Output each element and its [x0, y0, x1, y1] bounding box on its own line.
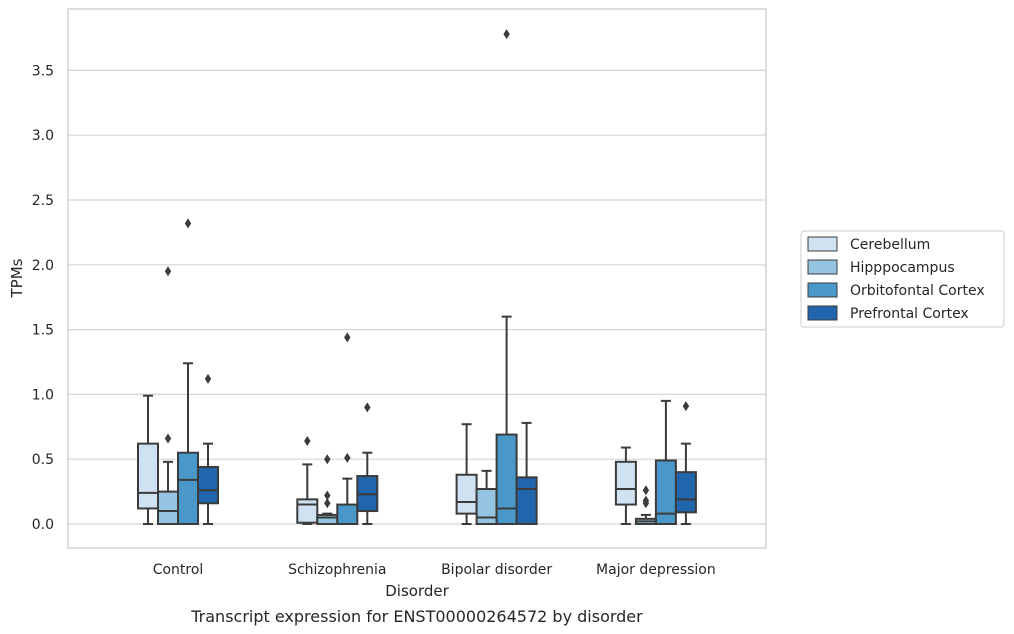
- legend: Cerebellum Hipppocampus Orbitofontal Corte…: [800, 230, 1005, 328]
- outlier-point: [682, 401, 690, 412]
- box-orbitofontal-cortex: [495, 29, 518, 525]
- box-body: [177, 451, 199, 525]
- box-body: [336, 503, 359, 525]
- box-orbitofontal-cortex: [177, 218, 199, 525]
- gridlines: [68, 69, 766, 525]
- box-body: [495, 433, 518, 525]
- y-tick-label: 2.5: [32, 193, 54, 209]
- box-prefrontal-cortex: [515, 421, 538, 525]
- boxes: [137, 29, 697, 526]
- x-axis-ticks: Control Schizophrenia Bipolar disorder Majo…: [153, 562, 716, 578]
- box-hipppocampus: [634, 485, 657, 525]
- legend-swatch: [807, 236, 838, 252]
- y-axis-ticks: 0.0 0.5 1.0 1.5 2.0 2.5 3.0 3.5: [32, 63, 54, 533]
- x-tick-label: Major depression: [596, 562, 716, 578]
- x-tick-label: Schizophrenia: [288, 562, 386, 578]
- legend-swatch: [807, 305, 838, 321]
- box-orbitofontal-cortex: [336, 332, 359, 525]
- box-hipppocampus: [316, 454, 339, 525]
- y-tick-label: 3.0: [32, 128, 54, 144]
- box-body: [455, 473, 478, 515]
- legend-label: Hipppocampus: [850, 260, 955, 276]
- outlier-point: [642, 495, 650, 506]
- box-cerebellum: [137, 394, 159, 525]
- outlier-point: [204, 373, 212, 384]
- box-body: [316, 513, 339, 525]
- box-orbitofontal-cortex: [654, 399, 677, 526]
- box-body: [674, 471, 697, 514]
- legend-swatch: [807, 282, 838, 298]
- outlier-point: [164, 433, 172, 444]
- outlier-point: [642, 485, 650, 496]
- box-body: [614, 460, 637, 506]
- box-body: [137, 442, 159, 510]
- plot-area: [67, 8, 767, 549]
- y-tick-label: 0.5: [32, 452, 54, 468]
- outlier-point: [344, 452, 351, 463]
- box-body: [475, 488, 498, 525]
- box-prefrontal-cortex: [197, 373, 219, 525]
- box-body: [515, 476, 538, 525]
- outlier-point: [304, 436, 311, 447]
- y-tick-label: 3.5: [32, 63, 54, 79]
- outlier-point: [503, 29, 510, 40]
- box-cerebellum: [455, 423, 478, 525]
- y-tick-label: 1.0: [32, 387, 54, 403]
- chart-caption: Transcript expression for ENST0000026457…: [190, 607, 643, 626]
- y-axis-title: TPMs: [8, 258, 26, 298]
- legend-label: Cerebellum: [850, 237, 930, 253]
- box-hipppocampus: [157, 266, 179, 526]
- box-cerebellum: [614, 446, 637, 525]
- box-hipppocampus: [475, 469, 498, 525]
- legend-label: Prefrontal Cortex: [850, 306, 969, 322]
- legend-swatch: [807, 259, 838, 275]
- box-prefrontal-cortex: [674, 401, 697, 525]
- outlier-point: [164, 266, 172, 277]
- x-axis-title: Disorder: [385, 582, 449, 600]
- outlier-point: [324, 490, 331, 501]
- box-body: [296, 498, 319, 524]
- box-body: [157, 490, 179, 526]
- y-tick-label: 1.5: [32, 323, 54, 339]
- y-tick-label: 0.0: [32, 517, 54, 533]
- x-tick-label: Bipolar disorder: [441, 562, 552, 578]
- outlier-point: [324, 498, 331, 509]
- legend-frame: [800, 230, 1005, 328]
- x-tick-label: Control: [153, 562, 204, 578]
- y-tick-label: 2.0: [32, 258, 54, 274]
- outlier-point: [344, 332, 351, 343]
- outlier-point: [324, 454, 331, 465]
- box-prefrontal-cortex: [356, 402, 379, 525]
- legend-label: Orbitofontal Cortex: [850, 283, 985, 299]
- box-cerebellum: [296, 436, 319, 525]
- box-body: [197, 465, 219, 505]
- outlier-point: [364, 402, 371, 413]
- outlier-point: [184, 218, 192, 229]
